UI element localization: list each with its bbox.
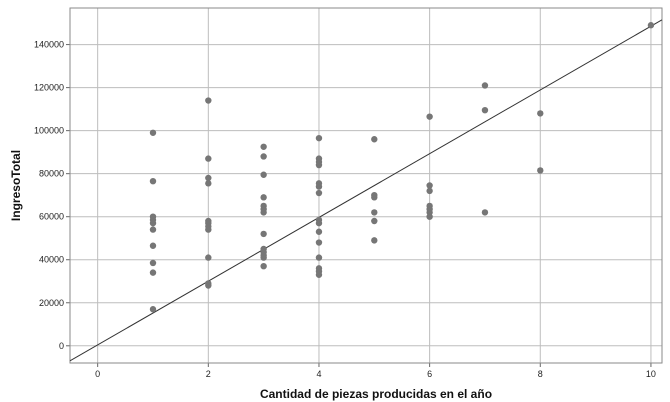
data-point — [647, 22, 655, 29]
data-point — [315, 161, 323, 169]
x-tick-label: 10 — [646, 369, 656, 379]
x-tick-label: 4 — [316, 369, 321, 379]
data-point — [205, 155, 212, 162]
y-tick-label: 100000 — [34, 126, 64, 136]
data-point — [315, 228, 323, 235]
data-point — [315, 254, 323, 261]
data-point — [260, 171, 267, 178]
data-point — [205, 254, 212, 261]
data-point — [205, 180, 212, 187]
data-point — [537, 110, 544, 117]
y-tick-label: 40000 — [39, 255, 64, 265]
data-point — [315, 239, 323, 246]
data-point — [426, 113, 433, 120]
data-point — [149, 226, 157, 233]
x-tick-label: 2 — [206, 369, 211, 379]
plot-frame — [69, 7, 663, 364]
y-tick-label: 120000 — [34, 83, 64, 93]
y-tick-label: 0 — [59, 341, 64, 351]
data-point — [260, 209, 267, 216]
x-tick-label: 6 — [427, 369, 432, 379]
x-tick-label: 8 — [538, 369, 543, 379]
data-point — [149, 129, 157, 136]
data-point — [205, 282, 212, 289]
data-point — [260, 194, 267, 201]
x-axis-title: Cantidad de piezas producidas en el año — [260, 387, 492, 401]
data-point — [481, 82, 489, 89]
x-tick-label: 0 — [95, 369, 100, 379]
y-tick-label: 60000 — [39, 212, 64, 222]
data-point — [537, 167, 544, 174]
data-point — [481, 209, 489, 216]
data-point — [260, 254, 267, 261]
data-points — [149, 22, 655, 313]
data-point — [315, 134, 323, 142]
data-point — [426, 213, 433, 220]
data-point — [260, 230, 267, 238]
y-tick-label: 80000 — [39, 169, 64, 179]
data-point — [149, 242, 157, 249]
data-point — [315, 183, 323, 190]
y-axis-title: IngresoTotal — [9, 150, 23, 221]
data-point — [371, 237, 378, 244]
data-point — [260, 262, 267, 270]
data-point — [481, 106, 489, 114]
x-tick-labels: 0 2 4 6 8 10 — [95, 369, 656, 379]
y-tick-label: 20000 — [39, 298, 64, 308]
data-point — [315, 271, 323, 278]
grid-lines — [66, 8, 662, 367]
data-point — [149, 269, 157, 276]
y-tick-labels: 0 20000 40000 60000 80000 100000 120000 140000 — [34, 40, 64, 351]
data-point — [315, 189, 323, 197]
data-point — [149, 259, 157, 267]
data-point — [205, 226, 212, 233]
data-point — [260, 143, 267, 150]
data-point — [149, 177, 157, 185]
data-point — [315, 219, 323, 227]
data-point — [371, 217, 378, 225]
data-point — [371, 194, 378, 201]
data-point — [149, 306, 157, 313]
fit-line — [69, 19, 663, 362]
data-point — [205, 174, 212, 182]
data-point — [371, 209, 378, 216]
data-point — [149, 219, 157, 227]
data-point — [260, 153, 267, 160]
data-point — [205, 97, 212, 104]
data-point — [371, 136, 378, 143]
data-point — [426, 187, 433, 195]
data-point — [426, 182, 433, 189]
y-tick-label: 140000 — [34, 40, 64, 50]
